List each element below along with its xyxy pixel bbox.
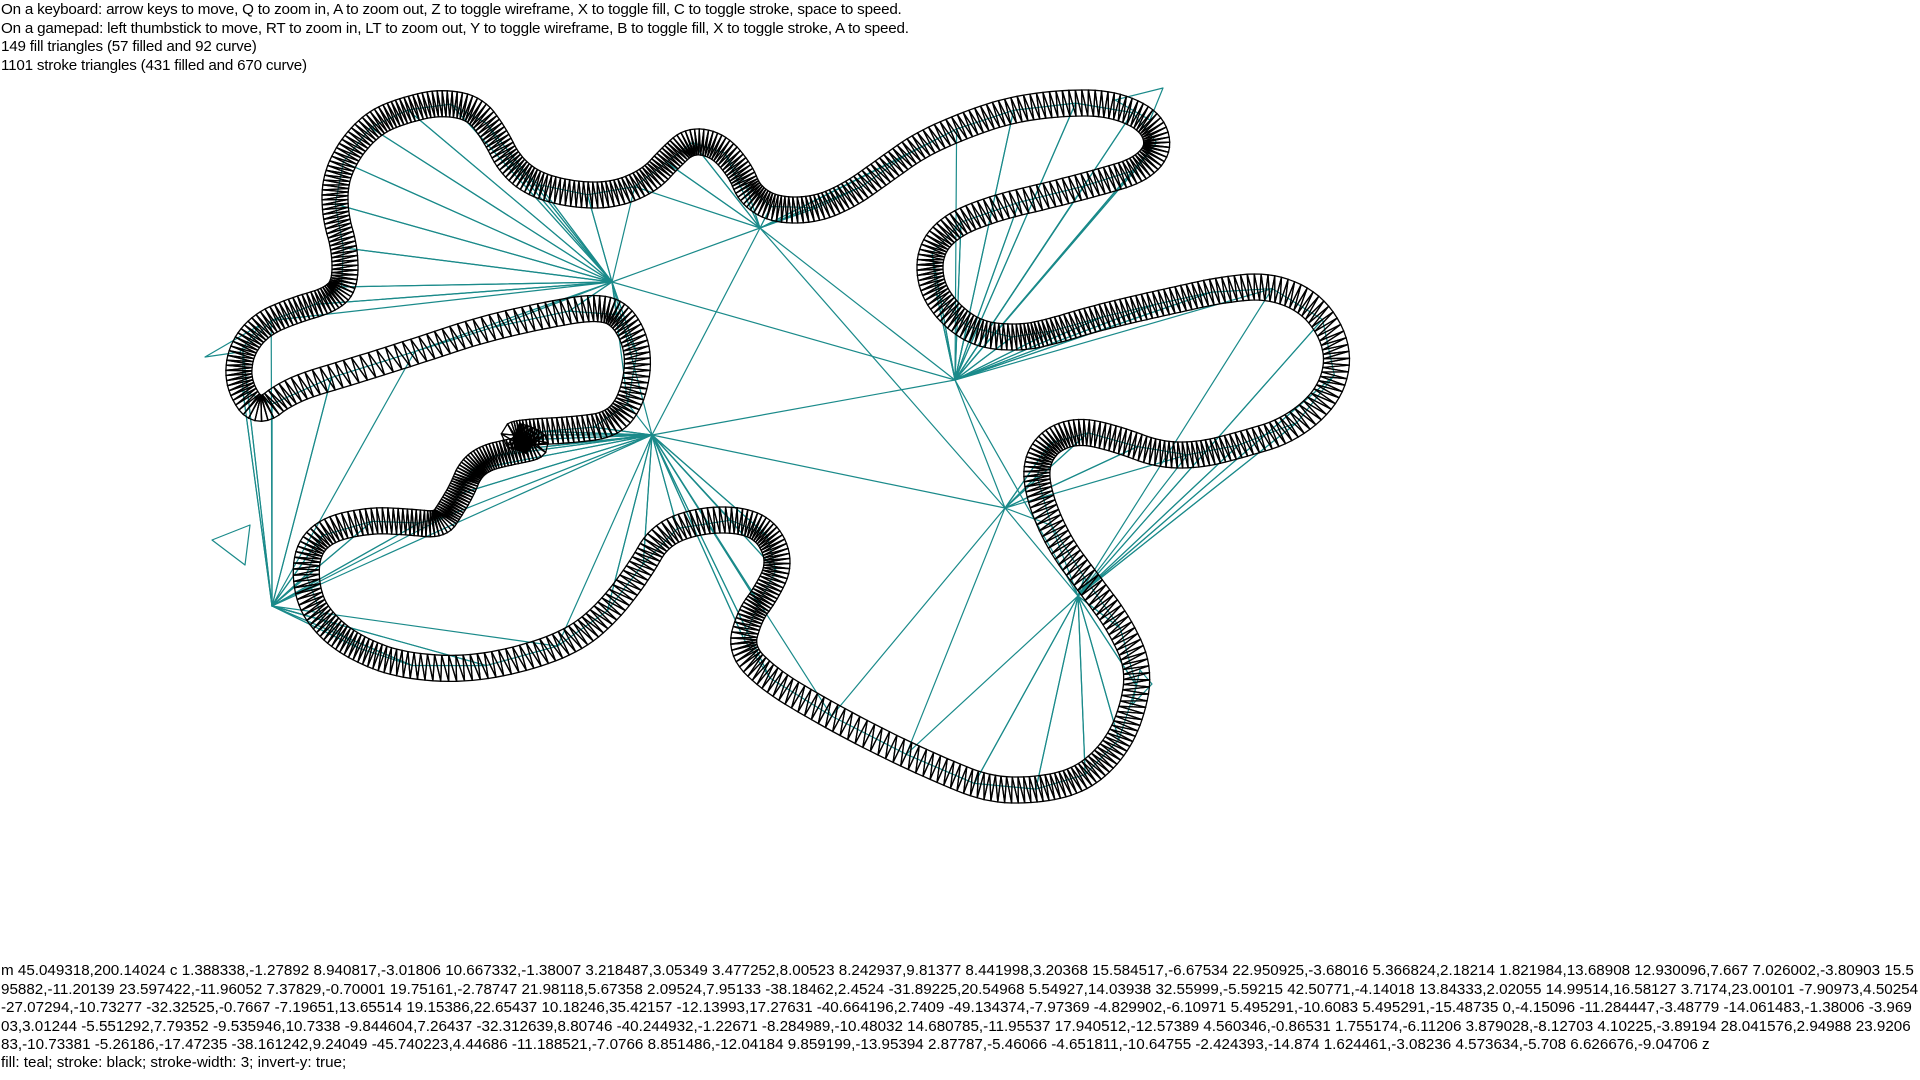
fill-triangle (342, 126, 613, 283)
fill-triangle-edge (651, 379, 956, 436)
keyboard-instructions: On a keyboard: arrow keys to move, Q to … (1, 1, 902, 18)
fill-triangle-edge (759, 227, 1006, 509)
stroke-triangle-count: 1101 stroke triangles (431 filled and 67… (1, 56, 307, 74)
fill-triangle (1004, 432, 1139, 509)
fill-triangle (831, 507, 1006, 755)
fill-triangle (340, 247, 613, 288)
stroke-triangle (441, 654, 450, 683)
fill-triangle-edge (651, 434, 1006, 509)
fill-triangle-edge (1004, 507, 1079, 597)
fill-triangle (973, 595, 1079, 790)
stroke-triangle (261, 392, 281, 416)
stroke-triangle-layer (225, 89, 1351, 804)
fill-triangle (271, 351, 416, 607)
curve-triangle (211, 524, 251, 566)
stroke-triangle (304, 369, 321, 396)
stroke-triangle (1011, 776, 1019, 804)
curve-triangle (1114, 87, 1164, 121)
fill-triangle-edge (271, 434, 653, 607)
fill-triangle (1035, 595, 1086, 790)
fill-triangle (651, 434, 833, 717)
fill-triangle-edge (651, 227, 761, 436)
fill-triangle (1077, 318, 1336, 597)
style-settings-text: fill: teal; stroke: black; stroke-width:… (1, 1054, 347, 1071)
fill-triangle-count: 149 fill triangles (57 filled and 92 cur… (1, 38, 257, 55)
fill-triangle-edge (611, 227, 761, 283)
fill-triangle (334, 203, 613, 283)
fill-triangle-edge (611, 281, 956, 381)
fill-triangle-edge (954, 379, 1079, 597)
fill-triangle (242, 389, 273, 607)
path-data-text: m 45.049318,200.14024 c 1.388338,-1.2789… (1, 962, 1919, 1053)
fill-triangle (414, 281, 613, 353)
stroke-triangle (1081, 89, 1089, 117)
gamepad-instructions: On a gamepad: left thumbstick to move, R… (1, 19, 909, 37)
stroke-triangle (1003, 98, 1018, 125)
hud-overlay: On a keyboard: arrow keys to move, Q to … (1, 1, 909, 75)
fill-triangle-edge (759, 227, 956, 381)
fill-triangle-edge (954, 379, 1006, 509)
